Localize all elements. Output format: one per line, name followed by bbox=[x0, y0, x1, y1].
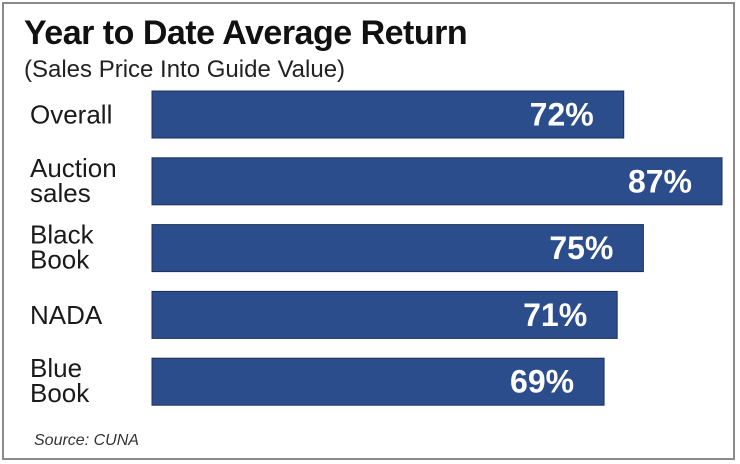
bar-black-book bbox=[151, 224, 644, 273]
bar-nada bbox=[151, 290, 618, 339]
bar-auction-sales bbox=[151, 157, 723, 206]
bar-blue-book bbox=[151, 357, 605, 406]
value-label-nada: 71% bbox=[523, 297, 587, 333]
value-label-black-book: 75% bbox=[549, 230, 613, 266]
category-label-auction-sales: Auction sales bbox=[30, 153, 117, 208]
chart-title: Year to Date Average Return bbox=[24, 14, 468, 52]
category-label-blue-book: Blue Book bbox=[30, 353, 90, 408]
value-label-blue-book: 69% bbox=[510, 364, 574, 400]
chart-source: Source: CUNA bbox=[34, 432, 139, 449]
value-label-overall: 72% bbox=[530, 97, 594, 133]
chart-subtitle: (Sales Price Into Guide Value) bbox=[24, 56, 346, 83]
category-label-black-book: Black Book bbox=[30, 220, 95, 275]
value-label-auction-sales: 87% bbox=[628, 163, 692, 199]
bar-overall bbox=[151, 90, 625, 139]
category-label-nada: NADA bbox=[30, 300, 103, 330]
category-label-overall: Overall bbox=[30, 100, 112, 130]
